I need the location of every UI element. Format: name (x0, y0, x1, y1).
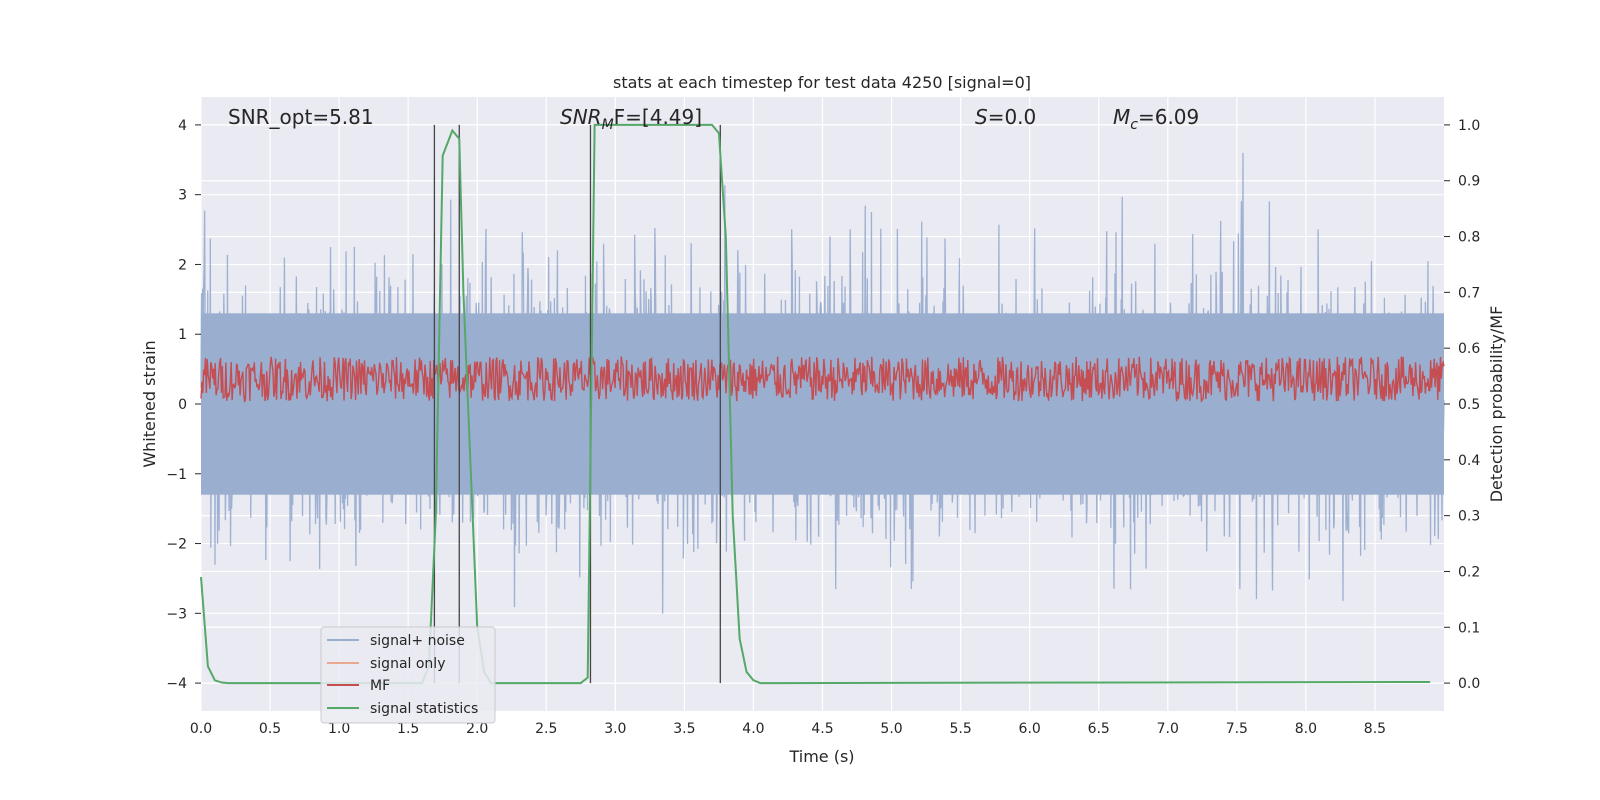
annotation-snr-opt: SNR_opt=5.81 (228, 105, 374, 129)
x-tick-label: 1.0 (328, 721, 350, 737)
x-tick-label: 0.0 (190, 721, 212, 737)
legend-label-signal-noise: signal+ noise (370, 633, 465, 649)
s-label: S (975, 105, 988, 129)
x-tick-label: 3.0 (604, 721, 626, 737)
y-right-tick-label: 0.8 (1458, 230, 1480, 246)
mc-label: M (1113, 105, 1130, 129)
legend-box (320, 626, 496, 724)
x-tick-label: 8.5 (1364, 721, 1386, 737)
x-tick-label: 6.5 (1088, 721, 1110, 737)
legend-label-signal-statistics: signal statistics (370, 701, 478, 717)
mc-sub: c (1130, 117, 1138, 133)
y-right-tick-label: 0.7 (1458, 285, 1480, 301)
x-tick-label: 3.5 (673, 721, 695, 737)
x-tick-label: 6.0 (1019, 721, 1041, 737)
mf-series (200, 356, 1445, 403)
vertical-markers (433, 124, 721, 684)
y-left-tick-label: −4 (166, 676, 187, 692)
y-right-tick-label: 0.5 (1458, 397, 1480, 413)
ticks: 0.0 0.5 1.0 1.5 2.0 2.5 3.0 3.5 4.0 4.5 5.0 5.5 6.0 6… (166, 118, 1480, 737)
y-left-tick-label: −1 (166, 467, 187, 483)
y-left-tick-label: 3 (178, 188, 187, 204)
y-axis-label-left: Whitened strain (140, 340, 159, 467)
chart-title: stats at each timestep for test data 425… (613, 73, 1031, 92)
x-tick-label: 2.0 (466, 721, 488, 737)
y-right-tick-label: 1.0 (1458, 118, 1480, 134)
legend-label-signal-only: signal only (370, 656, 445, 672)
x-tick-label: 4.0 (742, 721, 764, 737)
x-tick-label: 7.5 (1226, 721, 1248, 737)
x-tick-label: 5.5 (949, 721, 971, 737)
x-tick-label: 7.0 (1157, 721, 1179, 737)
x-tick-label: 5.0 (880, 721, 902, 737)
y-right-tick-label: 0.3 (1458, 509, 1480, 525)
y-right-tick-label: 0.1 (1458, 620, 1480, 636)
y-left-tick-label: 0 (178, 397, 187, 413)
x-tick-label: 4.5 (811, 721, 833, 737)
y-right-tick-label: 0.6 (1458, 341, 1480, 357)
y-left-tick-label: −3 (166, 606, 187, 622)
mc-value: =6.09 (1138, 105, 1199, 129)
y-right-tick-label: 0.4 (1458, 453, 1480, 469)
x-tick-label: 0.5 (259, 721, 281, 737)
x-tick-label: 2.5 (535, 721, 557, 737)
s-value: =0.0 (988, 105, 1037, 129)
y-right-tick-label: 0.2 (1458, 564, 1480, 580)
y-right-tick-label: 0.0 (1458, 676, 1480, 692)
mf-line (200, 356, 1445, 403)
signal-noise-band (201, 313, 1444, 495)
y-left-tick-label: 1 (178, 327, 187, 343)
snr-mf-rest: F=[4.49] (614, 105, 702, 129)
annotation-snr-mf: SNRMF=[4.49] (560, 105, 702, 133)
annotation-mc: Mc=6.09 (1113, 105, 1199, 133)
signal-noise-series (200, 152, 1445, 614)
legend: signal+ noise signal only MF signal stat… (320, 626, 496, 724)
x-tick-label: 1.5 (397, 721, 419, 737)
y-right-tick-label: 0.9 (1458, 174, 1480, 190)
x-axis-label: Time (s) (788, 747, 854, 766)
annotation-s: S=0.0 (975, 105, 1036, 129)
y-left-tick-label: −2 (166, 537, 187, 553)
legend-label-mf: MF (370, 678, 390, 694)
y-axis-label-right: Detection probability/MF (1487, 306, 1506, 503)
snr-mf-base: SNR (560, 105, 602, 129)
y-left-tick-label: 4 (178, 118, 187, 134)
x-tick-label: 8.0 (1295, 721, 1317, 737)
y-left-tick-label: 2 (178, 257, 187, 273)
snr-mf-sub: M (602, 117, 614, 133)
